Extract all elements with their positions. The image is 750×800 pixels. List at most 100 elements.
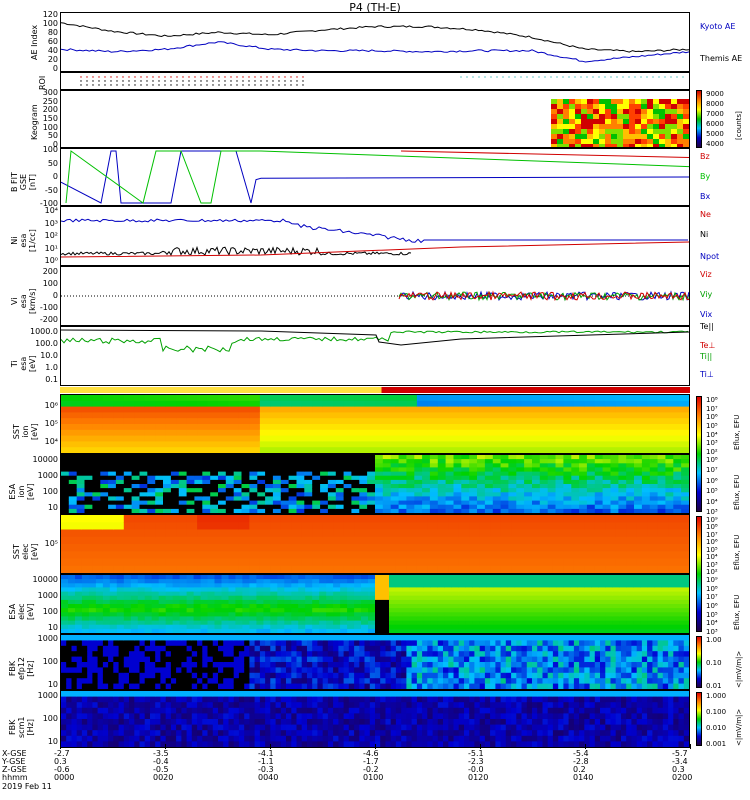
spectrogram-cell [398, 508, 407, 513]
spectrogram-cell [202, 492, 211, 497]
spectrogram-cell [102, 558, 114, 567]
spectrogram-cell [385, 640, 392, 647]
keogram-cell [581, 139, 587, 144]
spectrogram-cell [406, 635, 413, 641]
spectrogram-cell [312, 463, 321, 468]
spectrogram-cell [591, 612, 599, 617]
spectrogram-cell [469, 496, 478, 501]
spectrogram-cell [186, 579, 195, 584]
spectrogram-cell [280, 455, 290, 460]
spectrogram-cell [364, 441, 376, 448]
spectrogram-cell [327, 504, 337, 510]
spectrogram-cell [155, 645, 161, 652]
spectrogram-cell [202, 471, 211, 477]
spectrogram-cell [521, 683, 528, 689]
spectrogram-cell [102, 595, 111, 601]
spectrogram-cell [134, 683, 140, 689]
spectrogram-cell [505, 667, 512, 674]
spectrogram-cell [682, 583, 689, 588]
spectrogram-cell [147, 463, 156, 468]
spectrogram-cell [179, 624, 188, 630]
spectrogram-cell [263, 608, 271, 613]
keogram-cell [641, 129, 647, 134]
spectrogram-cell [477, 475, 486, 481]
spectrogram-cell [343, 551, 355, 560]
keogram-colorbar-tick: 4000 [706, 140, 724, 148]
spectrogram-cell [657, 544, 669, 552]
spectrogram-cell [343, 635, 350, 641]
y-tick-label: 10 [47, 503, 58, 512]
spectrogram-cell [633, 616, 641, 621]
spectrogram-cell [563, 447, 575, 453]
spectrogram-cell [181, 662, 188, 668]
keogram-cell [569, 129, 575, 134]
spectrogram-cell [165, 522, 177, 531]
spectrogram-cell [312, 599, 320, 605]
spectrogram-cell [542, 579, 550, 584]
spectrogram-cell [144, 429, 156, 437]
spectrogram-cell [165, 429, 177, 437]
y-tick-label: 10 [47, 623, 58, 632]
spectrogram-cell [661, 575, 669, 580]
spectrogram-cell [573, 406, 585, 413]
spectrogram-cell [563, 395, 575, 402]
spectrogram-cell [516, 635, 522, 641]
spectrogram-cell [367, 475, 376, 481]
spectrogram-cell [272, 504, 282, 510]
spectrogram-cell [92, 429, 104, 437]
keogram-cell [569, 104, 575, 109]
keogram-cell [593, 99, 599, 104]
bz-line [400, 150, 689, 158]
spectrogram-cell [486, 587, 495, 592]
spectrogram-cell [563, 662, 570, 668]
spectrogram-cell [233, 467, 242, 472]
spectrogram-cell [233, 683, 240, 689]
y-tick-label: 20 [47, 55, 58, 64]
spectrogram-cell [547, 492, 556, 497]
spectrogram-cell [151, 612, 160, 617]
y-tick-label: 1000 [37, 591, 58, 600]
spectrogram-cell [461, 500, 470, 506]
spectrogram-cell [186, 395, 198, 402]
spectrogram-cell [233, 459, 242, 464]
spectrogram-cell [584, 591, 592, 597]
spectrogram-cell [661, 628, 669, 633]
spectrogram-cell [84, 488, 93, 493]
spectrogram-cell [584, 587, 592, 592]
spectrogram-cell [81, 515, 93, 523]
spectrogram-cell [233, 656, 240, 663]
spectrogram-cell [165, 656, 172, 663]
spectrogram-cell [636, 529, 648, 538]
spectrogram-cell [598, 628, 606, 633]
spectrogram-cell [647, 395, 659, 402]
spectrogram-cell [500, 435, 512, 442]
spectrogram-cell [437, 475, 447, 481]
keogram-cell [581, 114, 587, 119]
spectrogram-cell [301, 418, 313, 425]
spectrogram-cell [458, 558, 470, 567]
spectrogram-cell [272, 496, 282, 501]
spectrogram-cell [61, 492, 70, 497]
spectrogram-cell [218, 645, 224, 652]
spectrogram-cell [364, 544, 376, 552]
keogram-cell [557, 114, 563, 119]
spectrogram-cell [411, 645, 418, 652]
spectrogram-cell [571, 479, 580, 485]
spectrogram-cell [134, 672, 140, 679]
spectrogram-cell [359, 496, 368, 501]
spectrogram-cell [186, 599, 195, 605]
spectrogram-cell [256, 604, 264, 609]
spectrogram-cell [155, 508, 164, 513]
spectrogram-cell [445, 484, 454, 489]
spectrogram-cell [270, 587, 278, 592]
legend-ti-perp: Ti⊥ [700, 370, 714, 379]
spectrogram-cell [382, 479, 392, 485]
spectrogram-cell [678, 515, 689, 523]
spectrogram-cell [340, 599, 348, 605]
spectrogram-cell [586, 504, 596, 510]
spectrogram-cell [389, 595, 397, 601]
spectrogram-cell [406, 429, 418, 437]
keogram-cell [617, 144, 623, 147]
spectrogram-cell [179, 599, 188, 605]
spectrogram-cell [272, 463, 282, 468]
